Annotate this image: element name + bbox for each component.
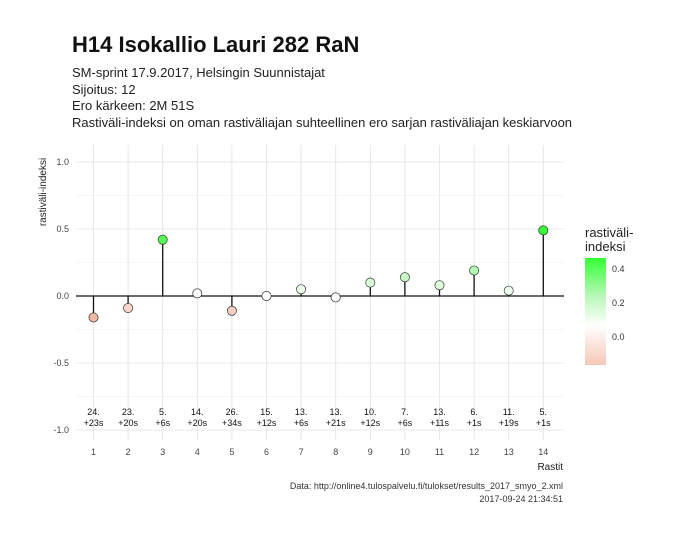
rank-label-9: 10.	[364, 407, 377, 417]
point-7	[296, 284, 307, 295]
point-14	[538, 225, 549, 236]
x-tick-label-5: 5	[229, 447, 234, 457]
y-tick-label: 0.5	[56, 224, 69, 234]
rank-label-6: 15.	[260, 407, 273, 417]
diff-label-2: +20s	[118, 418, 138, 428]
rank-label-7: 13.	[295, 407, 308, 417]
x-tick-label-3: 3	[160, 447, 165, 457]
x-tick-label-10: 10	[400, 447, 410, 457]
x-tick-label-4: 4	[195, 447, 200, 457]
diff-label-14: +1s	[536, 418, 551, 428]
y-tick-label: 0.0	[56, 291, 69, 301]
diff-label-9: +12s	[360, 418, 380, 428]
point-6	[261, 291, 272, 301]
point-1	[88, 312, 99, 323]
diff-label-13: +19s	[499, 418, 519, 428]
x-tick-label-7: 7	[299, 447, 304, 457]
y-tick-label: 1.0	[56, 157, 69, 167]
diff-label-1: +23s	[84, 418, 104, 428]
point-3	[157, 234, 168, 245]
point-9	[365, 277, 376, 288]
x-tick-label-12: 12	[469, 447, 479, 457]
y-tick-label: -1.0	[53, 425, 69, 435]
diff-label-12: +1s	[467, 418, 482, 428]
x-tick-label-9: 9	[368, 447, 373, 457]
grid-lines	[76, 145, 564, 440]
x-tick-label-1: 1	[91, 447, 96, 457]
legend-title: rastiväli- indeksi	[585, 226, 633, 254]
rank-label-2: 23.	[122, 407, 135, 417]
rank-label-12: 6.	[470, 407, 478, 417]
diff-label-6: +12s	[257, 418, 277, 428]
legend-colorbar	[585, 258, 606, 365]
diff-label-7: +6s	[294, 418, 309, 428]
rank-label-11: 13.	[433, 407, 446, 417]
chart-subtitle: SM-sprint 17.9.2017, Helsingin Suunnista…	[72, 65, 572, 131]
legend-tick-0-0: 0.0	[612, 332, 625, 342]
diff-label-3: +6s	[155, 418, 170, 428]
rank-label-4: 14.	[191, 407, 204, 417]
point-12	[469, 265, 480, 276]
rank-label-13: 11.	[503, 407, 515, 417]
x-tick-label-11: 11	[435, 447, 444, 457]
split-labels: 24.+23s23.+20s5.+6s14.+20s26.+34s15.+12s…	[84, 407, 552, 428]
diff-label-10: +6s	[398, 418, 413, 428]
x-axis-title: Rastit	[537, 462, 563, 473]
y-axis-title: rastiväli-indeksi	[38, 158, 49, 226]
x-tick-label-2: 2	[126, 447, 131, 457]
legend-title-line1: rastiväli-	[585, 225, 634, 240]
rank-label-5: 26.	[226, 407, 239, 417]
legend-title-line2: indeksi	[585, 239, 626, 254]
rank-label-1: 24.	[87, 407, 100, 417]
points	[88, 225, 549, 323]
y-tick-label: -0.5	[53, 358, 69, 368]
point-10	[399, 272, 410, 283]
axes: 1 2 3 4 5 6 7 8 9 10 11 12 13 141.00.50.0-0.5-1.0	[53, 157, 548, 457]
rank-label-10: 7.	[401, 407, 409, 417]
subtitle-line-description: Rastiväli-indeksi on oman rastiväliajan …	[72, 114, 573, 130]
point-5	[226, 305, 237, 316]
legend-tick-0-2: 0.2	[612, 298, 625, 308]
point-11	[434, 280, 445, 291]
rank-label-3: 5.	[159, 407, 167, 417]
caption-source: Data: http://online4.tulospalvelu.fi/tul…	[289, 481, 563, 491]
point-13	[503, 285, 514, 296]
diff-label-4: +20s	[187, 418, 207, 428]
point-4	[192, 288, 203, 299]
point-8	[330, 292, 341, 303]
subtitle-line-gap: Ero kärkeen: 2M 51S	[72, 98, 195, 113]
subtitle-line-placement: Sijoitus: 12	[72, 81, 136, 97]
x-tick-label-6: 6	[264, 447, 269, 457]
subtitle-line-event: SM-sprint 17.9.2017, Helsingin Suunnista…	[72, 65, 325, 80]
rank-label-14: 5.	[540, 407, 548, 417]
caption-timestamp: 2017-09-24 21:34:51	[479, 494, 563, 504]
x-tick-label-14: 14	[538, 447, 548, 457]
chart-title: H14 Isokallio Lauri 282 RaN	[72, 32, 360, 57]
legend-tick-0-4: 0.4	[612, 264, 625, 274]
diff-label-11: +11s	[430, 418, 450, 428]
diff-label-5: +34s	[222, 418, 242, 428]
point-2	[123, 303, 134, 314]
x-tick-label-8: 8	[333, 447, 338, 457]
x-tick-label-13: 13	[504, 447, 514, 457]
diff-label-8: +21s	[326, 418, 346, 428]
rank-label-8: 13.	[329, 407, 342, 417]
